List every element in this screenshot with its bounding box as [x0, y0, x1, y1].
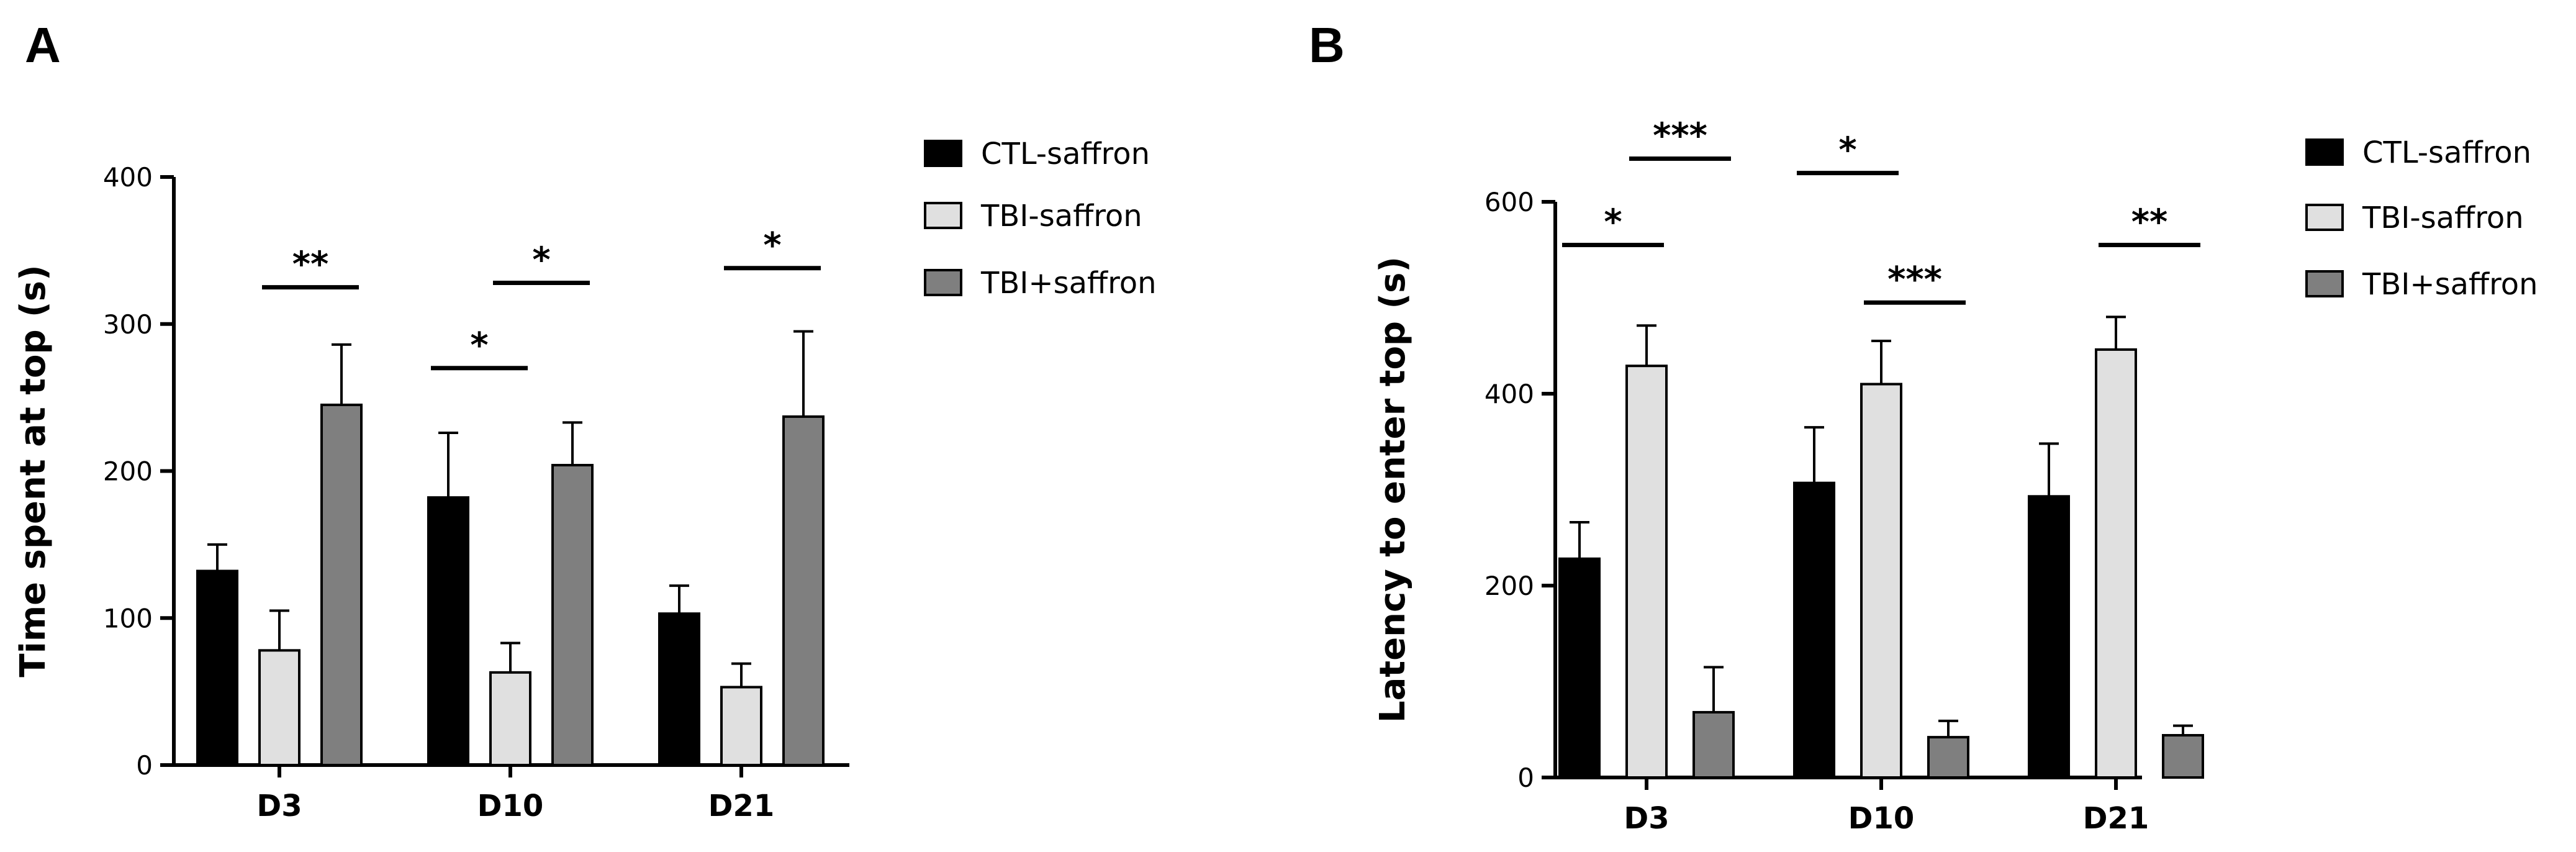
- y-tick-label-a-100: 100: [103, 603, 153, 633]
- panel-letter-b: B: [1309, 17, 1345, 73]
- x-tick-label-a-d3: D3: [256, 789, 302, 823]
- bar-b-tbi+saffron-d3: [1692, 710, 1735, 779]
- bar-b-ctl-saffron-d21: [2028, 495, 2070, 779]
- legend-swatch-a-1: [924, 202, 962, 229]
- chart-panel-b: Latency to enter top (s) 0 200 400 600 D3 D10 D…: [1373, 116, 2538, 836]
- bar-a-ctl-saffron-d10: [427, 496, 469, 766]
- y-tick-label-a-0: 0: [136, 750, 153, 781]
- y-tick-label-a-400: 400: [103, 162, 153, 193]
- y-tick-label-a-200: 200: [103, 456, 153, 487]
- bar-a-ctl-saffron-d3: [196, 569, 238, 766]
- bar-a-tbi-saffron-d21: [720, 686, 762, 766]
- x-tick-label-b-d3: D3: [1624, 801, 1669, 836]
- bar-b-tbi+saffron-d21: [2162, 734, 2204, 779]
- significance-label-b-0: *: [1604, 202, 1622, 243]
- significance-label-a-1: *: [470, 325, 488, 366]
- legend-label-b-2: TBI+saffron: [2362, 267, 2538, 302]
- bar-b-ctl-saffron-d3: [1558, 557, 1601, 779]
- y-tick-label-b-0: 0: [1517, 763, 1534, 793]
- bar-a-tbi+saffron-d21: [782, 415, 825, 766]
- chart-panel-a: Time spent at top (s) 0 100 200 300 400 D3 D10 D…: [13, 137, 1157, 823]
- panel-letter-a: A: [25, 17, 61, 73]
- bar-a-tbi+saffron-d10: [551, 464, 594, 767]
- bar-a-tbi+saffron-d3: [320, 403, 363, 766]
- y-axis-title-a: Time spent at top (s): [13, 265, 53, 677]
- y-tick-label-a-300: 300: [103, 309, 153, 340]
- legend-label-a-0: CTL-saffron: [981, 137, 1150, 171]
- legend-swatch-b-0: [2305, 138, 2344, 166]
- legend-swatch-b-2: [2305, 270, 2344, 297]
- bar-b-ctl-saffron-d10: [1793, 481, 1835, 779]
- legend-label-b-0: CTL-saffron: [2362, 135, 2531, 170]
- legend-swatch-a-0: [924, 140, 962, 167]
- significance-label-b-2: *: [1838, 130, 1856, 171]
- x-tick-label-a-d21: D21: [708, 789, 775, 823]
- legend-label-a-2: TBI+saffron: [980, 266, 1157, 301]
- significance-label-a-2: *: [532, 240, 550, 280]
- significance-label-b-3: ***: [1887, 260, 1942, 300]
- bar-b-tbi-saffron-d21: [2095, 348, 2137, 779]
- legend-swatch-b-1: [2305, 204, 2344, 231]
- y-tick-label-b-600: 600: [1485, 187, 1534, 217]
- x-tick-label-b-d10: D10: [1848, 801, 1915, 836]
- significance-label-a-3: *: [763, 225, 781, 266]
- significance-label-a-0: **: [292, 245, 329, 285]
- significance-label-b-1: ***: [1653, 116, 1707, 156]
- y-axis-title-b: Latency to enter top (s): [1373, 256, 1413, 723]
- bar-a-tbi-saffron-d3: [258, 649, 301, 766]
- y-tick-label-b-400: 400: [1485, 379, 1534, 409]
- significance-label-b-4: **: [2131, 202, 2168, 243]
- legend-swatch-a-2: [924, 269, 962, 296]
- x-tick-label-b-d21: D21: [2083, 801, 2149, 836]
- y-tick-label-b-200: 200: [1485, 571, 1534, 601]
- x-tick-label-a-d10: D10: [477, 789, 544, 823]
- bar-b-tbi-saffron-d10: [1860, 383, 1902, 779]
- bar-b-tbi-saffron-d3: [1625, 365, 1668, 779]
- bar-a-tbi-saffron-d10: [489, 671, 531, 767]
- legend-label-b-1: TBI-saffron: [2362, 201, 2524, 235]
- bar-a-ctl-saffron-d21: [658, 612, 700, 767]
- bar-b-tbi+saffron-d10: [1927, 736, 1969, 779]
- legend-label-a-1: TBI-saffron: [980, 199, 1142, 233]
